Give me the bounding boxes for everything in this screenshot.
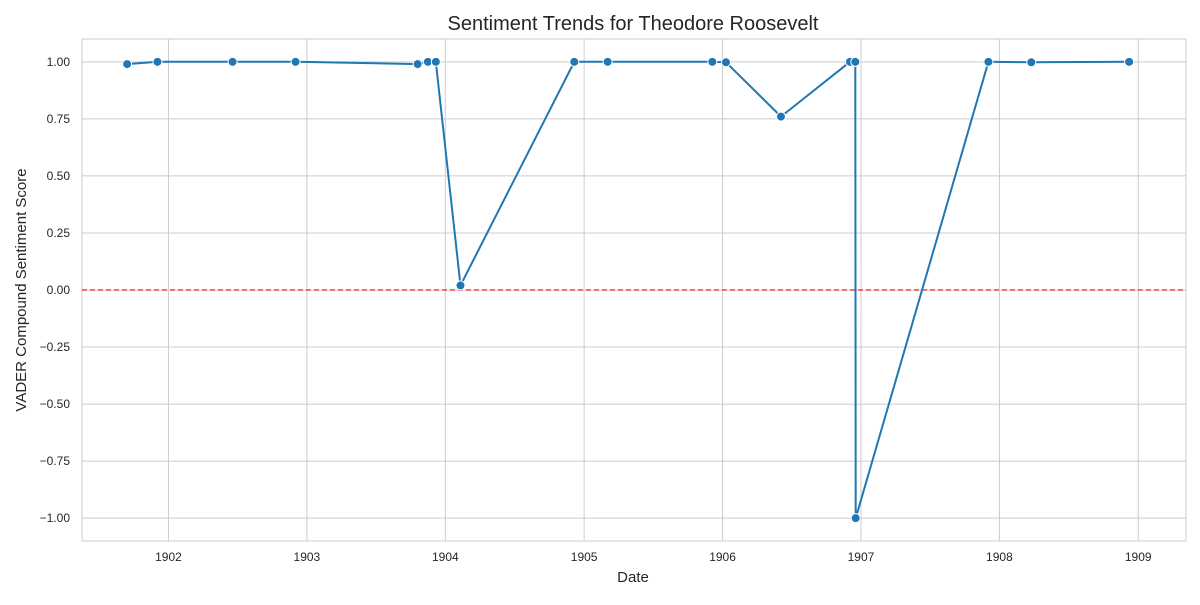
data-point: [1124, 56, 1135, 67]
data-point: [455, 280, 466, 291]
x-tick-label: 1905: [571, 550, 598, 564]
data-points: [122, 56, 1135, 524]
x-tick-label: 1906: [709, 550, 736, 564]
data-point: [983, 56, 994, 67]
data-point: [227, 56, 238, 67]
data-point: [290, 56, 301, 67]
y-tick-label: 0.75: [47, 112, 71, 126]
x-tick-label: 1908: [986, 550, 1013, 564]
x-tick-labels: 1902 1903 1904 1905 1906 1907 1908 1909: [155, 550, 1152, 564]
x-tick-label: 1904: [432, 550, 459, 564]
y-tick-label: −1.00: [40, 511, 71, 525]
x-tick-label: 1907: [848, 550, 875, 564]
data-point: [122, 59, 133, 70]
data-point: [602, 56, 613, 67]
data-point: [152, 56, 163, 67]
y-tick-label: 0.50: [47, 169, 71, 183]
data-point: [850, 56, 861, 67]
x-axis-label: Date: [617, 569, 649, 586]
y-axis-label: VADER Compound Sentiment Score: [13, 168, 30, 411]
chart-title: Sentiment Trends for Theodore Roosevelt: [448, 13, 819, 35]
y-tick-label: −0.50: [40, 397, 71, 411]
data-point: [569, 56, 580, 67]
y-tick-label: 0.25: [47, 226, 71, 240]
data-point: [720, 57, 731, 68]
data-point: [850, 513, 861, 524]
data-point: [412, 59, 423, 70]
y-tick-label: −0.25: [40, 340, 71, 354]
y-tick-labels: 1.00 0.75 0.50 0.25 0.00 −0.25 −0.50 −0.75 −1.00: [40, 55, 71, 525]
x-tick-label: 1909: [1125, 550, 1152, 564]
x-tick-label: 1903: [294, 550, 321, 564]
y-tick-label: −0.75: [40, 454, 71, 468]
data-point: [1026, 57, 1037, 68]
x-tick-label: 1902: [155, 550, 182, 564]
data-point: [775, 111, 786, 122]
y-tick-label: 0.00: [47, 283, 71, 297]
y-tick-label: 1.00: [47, 55, 71, 69]
data-point: [707, 56, 718, 67]
data-point: [430, 56, 441, 67]
